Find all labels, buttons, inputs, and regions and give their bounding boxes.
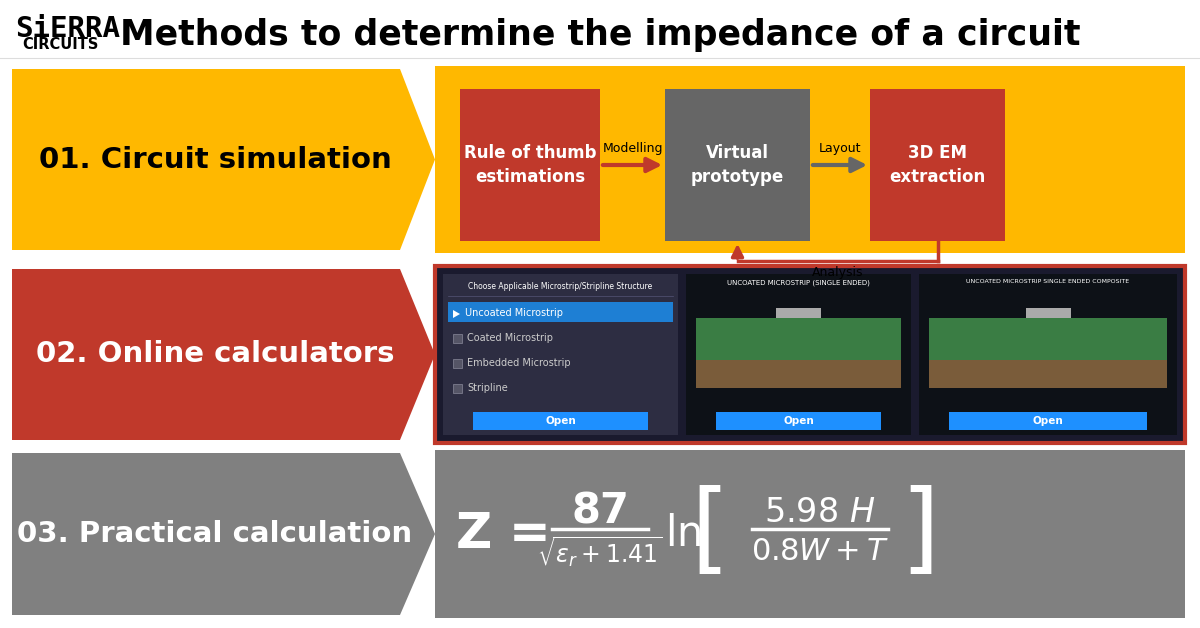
Bar bbox=[929, 318, 1166, 360]
Text: 03. Practical calculation: 03. Practical calculation bbox=[18, 520, 413, 548]
Text: Open: Open bbox=[545, 416, 576, 426]
Text: UNCOATED MICROSTRIP (SINGLE ENDED): UNCOATED MICROSTRIP (SINGLE ENDED) bbox=[727, 279, 870, 286]
Text: $\mathbf{\ln}$: $\mathbf{\ln}$ bbox=[665, 513, 702, 555]
Bar bbox=[665, 89, 810, 241]
Text: UNCOATED MICROSTRIP SINGLE ENDED COMPOSITE: UNCOATED MICROSTRIP SINGLE ENDED COMPOSI… bbox=[966, 279, 1129, 284]
Text: ]: ] bbox=[900, 485, 940, 583]
Polygon shape bbox=[12, 453, 436, 615]
Bar bbox=[443, 274, 678, 435]
Bar bbox=[1026, 308, 1072, 318]
Bar bbox=[436, 66, 1186, 253]
Text: SiERRA: SiERRA bbox=[14, 15, 120, 43]
Text: Layout: Layout bbox=[818, 142, 862, 155]
Text: $0.8W + \mathit{T}$: $0.8W + \mathit{T}$ bbox=[751, 538, 889, 566]
Text: Rule of thumb
estimations: Rule of thumb estimations bbox=[463, 144, 596, 186]
Text: 01. Circuit simulation: 01. Circuit simulation bbox=[38, 146, 391, 173]
Text: Analysis: Analysis bbox=[811, 266, 863, 279]
Bar bbox=[929, 360, 1166, 388]
Text: Modelling: Modelling bbox=[602, 142, 662, 155]
Text: $5.98\ \mathit{H}$: $5.98\ \mathit{H}$ bbox=[764, 495, 876, 529]
Text: Embedded Microstrip: Embedded Microstrip bbox=[467, 358, 571, 368]
Bar bbox=[436, 450, 1186, 618]
Bar bbox=[776, 308, 821, 318]
Polygon shape bbox=[454, 310, 460, 318]
Bar bbox=[454, 334, 462, 343]
Bar bbox=[696, 360, 901, 388]
Text: 02. Online calculators: 02. Online calculators bbox=[36, 340, 395, 369]
Text: 3D EM
extraction: 3D EM extraction bbox=[889, 144, 985, 186]
Bar bbox=[436, 266, 1186, 443]
Bar bbox=[448, 302, 673, 322]
Text: Uncoated Microstrip: Uncoated Microstrip bbox=[466, 308, 563, 318]
Bar bbox=[870, 89, 1006, 241]
Bar bbox=[919, 274, 1177, 435]
Bar bbox=[460, 89, 600, 241]
Bar bbox=[454, 384, 462, 393]
Text: CIRCUITS: CIRCUITS bbox=[22, 37, 98, 52]
Text: $\mathbf{Z}$ =: $\mathbf{Z}$ = bbox=[455, 510, 552, 558]
Text: Open: Open bbox=[1033, 416, 1063, 426]
Text: $\sqrt{\varepsilon_r + 1.41}$: $\sqrt{\varepsilon_r + 1.41}$ bbox=[538, 534, 662, 570]
Polygon shape bbox=[12, 69, 436, 250]
Text: Coated Microstrip: Coated Microstrip bbox=[467, 333, 553, 343]
Bar bbox=[454, 359, 462, 368]
Bar bbox=[473, 412, 648, 430]
Text: 87: 87 bbox=[571, 491, 629, 533]
Bar bbox=[696, 318, 901, 360]
Text: Open: Open bbox=[784, 416, 814, 426]
Polygon shape bbox=[12, 269, 436, 440]
Bar bbox=[949, 412, 1147, 430]
Bar bbox=[686, 274, 911, 435]
Text: Virtual
prototype: Virtual prototype bbox=[691, 144, 784, 186]
Bar bbox=[716, 412, 881, 430]
Text: [: [ bbox=[690, 485, 730, 583]
Text: Stripline: Stripline bbox=[467, 383, 508, 393]
Text: Methods to determine the impedance of a circuit: Methods to determine the impedance of a … bbox=[120, 18, 1080, 52]
Text: Choose Applicable Microstrip/Stripline Structure: Choose Applicable Microstrip/Stripline S… bbox=[468, 282, 653, 291]
